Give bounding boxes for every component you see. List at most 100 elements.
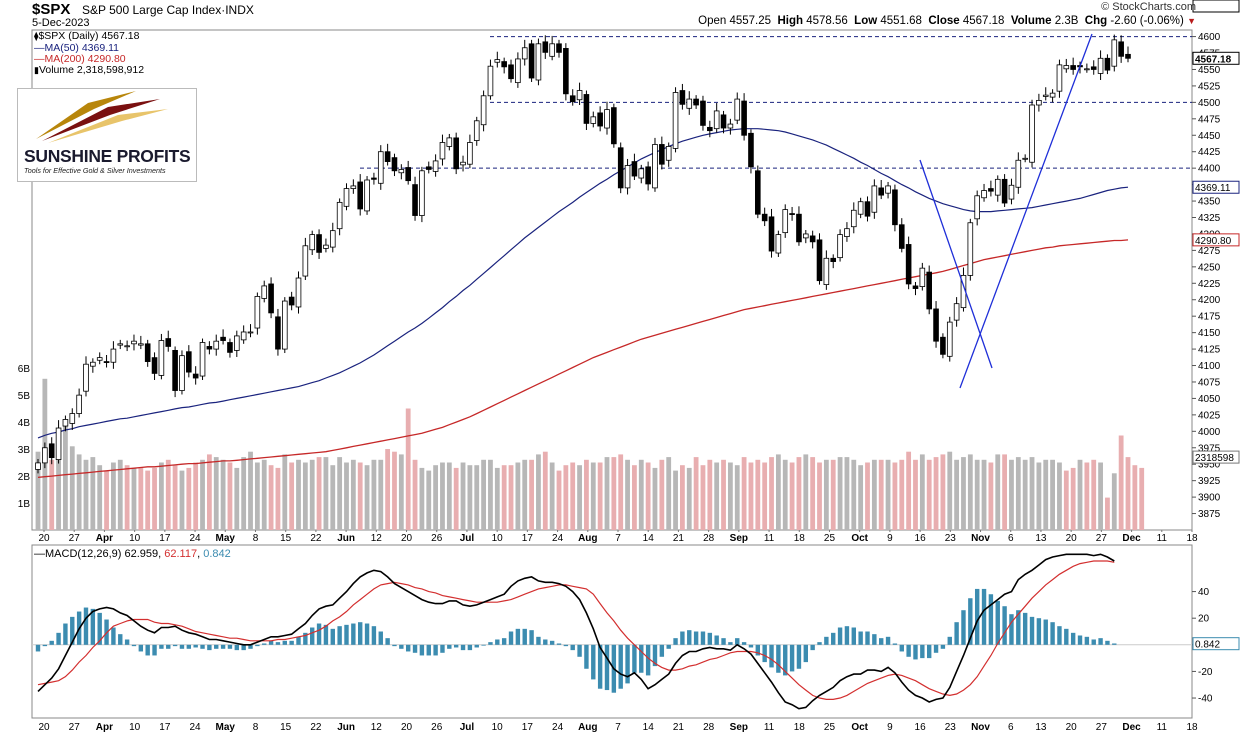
volume-bar (638, 459, 644, 530)
macd-histogram-bar (385, 638, 390, 645)
volume-bar (69, 446, 75, 530)
macd-histogram-bar (460, 644, 466, 651)
macd-histogram-bar (783, 644, 788, 676)
candle-up (240, 331, 247, 341)
macd-histogram-bar (515, 628, 521, 645)
price-y-tick-label: 4450 (1198, 131, 1221, 142)
macd-histogram-bar (248, 644, 253, 649)
candle-up (823, 257, 830, 286)
price-y-tick-label: 4325 (1198, 213, 1221, 224)
macd-histogram-bar (495, 639, 500, 645)
volume-bar (337, 457, 343, 530)
candle-down (288, 296, 295, 306)
volume-bar (563, 465, 569, 530)
candle-down (316, 234, 322, 253)
macd-x-tick-label: 17 (159, 722, 171, 733)
candle-up (42, 447, 48, 464)
volume-bar (1070, 467, 1076, 530)
volume-bar (570, 462, 576, 530)
macd-histogram-bar (275, 642, 281, 645)
volume-bar (193, 462, 199, 530)
volume-bar (700, 465, 706, 530)
volume-bar (440, 462, 445, 530)
macd-x-tick-label: 20 (1066, 722, 1078, 733)
volume-bar (652, 467, 658, 530)
volume-bar (111, 462, 116, 530)
price-x-tick-label: 21 (673, 533, 685, 544)
macd-histogram-bar (399, 644, 404, 649)
volume-bar (138, 467, 144, 530)
candle-up (234, 335, 240, 351)
macd-histogram-bar (954, 622, 959, 645)
price-y-tick-label: 4175 (1198, 312, 1221, 323)
price-y-tick-label: 4250 (1198, 262, 1221, 273)
macd-histogram-bar (652, 644, 658, 667)
price-label-box (1192, 233, 1240, 247)
volume-bar (145, 470, 151, 530)
macd-histogram-bar (159, 644, 164, 649)
candle-up (1008, 184, 1015, 200)
macd-x-tick-label: 15 (280, 722, 292, 733)
candle-up (638, 168, 645, 179)
candle-up (480, 95, 487, 126)
macd-histogram-bar (440, 644, 445, 653)
candle-down (275, 316, 281, 350)
macd-histogram-bar (90, 608, 96, 645)
macd-histogram-bar (303, 632, 308, 645)
price-y-tick-label: 3875 (1198, 509, 1221, 520)
macd-histogram-bar (981, 588, 987, 645)
volume-bar (76, 454, 82, 530)
candle-up (158, 340, 165, 376)
macd-legend-value: 62.959 (124, 548, 159, 560)
volume-y-tick-label: 1B (18, 499, 31, 510)
line-icon: — (34, 42, 45, 54)
volume-label: 2318598 (1195, 453, 1234, 464)
volume-bar (967, 454, 973, 530)
volume-bar (597, 462, 603, 530)
price-y-tick-label: 4275 (1198, 246, 1221, 257)
candle-up (309, 234, 316, 251)
macd-histogram-bar (549, 640, 555, 645)
candle-up (844, 228, 850, 237)
macd-histogram-bar (296, 636, 301, 645)
volume-y-tick-label: 4B (18, 418, 31, 429)
macd-y-tick-label: -40 (1198, 694, 1213, 705)
volume-bar (584, 459, 589, 530)
price-label: 4369.11 (1195, 183, 1231, 194)
index-name-text: S&P 500 Large Cap Index (82, 3, 222, 17)
volume-bar (474, 465, 480, 530)
macd-histogram-bar (1009, 614, 1014, 645)
macd-legend-label: MACD(12,26,9) (45, 548, 122, 560)
price-x-tick-label: 22 (310, 533, 322, 544)
candle-down (693, 98, 699, 106)
candle-up (515, 58, 521, 84)
candle-up (83, 363, 89, 392)
volume-bar (35, 451, 41, 530)
volume-bar (1029, 457, 1035, 530)
macd-histogram-bar (926, 644, 932, 659)
volume-bar (556, 470, 562, 530)
macd-histogram-bar (851, 627, 856, 645)
macd-histogram-bar (536, 636, 541, 645)
price-y-tick-label: 4500 (1198, 98, 1221, 109)
macd-x-tick-label: Jun (337, 722, 355, 733)
volume-bar (481, 459, 486, 530)
macd-histogram-bar (810, 644, 815, 651)
price-x-tick-label: 17 (159, 533, 171, 544)
candle-up (131, 340, 137, 345)
volume-bar (837, 457, 843, 530)
candle-down (1125, 53, 1131, 59)
candle-up (55, 427, 62, 461)
price-label-box (1192, 51, 1240, 65)
volume-bar (1132, 465, 1138, 530)
volume-bar (707, 459, 713, 530)
volume-bar (117, 459, 123, 530)
macd-histogram-bar (872, 634, 877, 645)
candle-down (1070, 65, 1076, 70)
volume-bar (954, 459, 960, 530)
volume-bar (878, 459, 884, 530)
macd-histogram-bar (193, 644, 198, 648)
candle-down (1104, 57, 1111, 71)
candle-up (336, 201, 343, 230)
